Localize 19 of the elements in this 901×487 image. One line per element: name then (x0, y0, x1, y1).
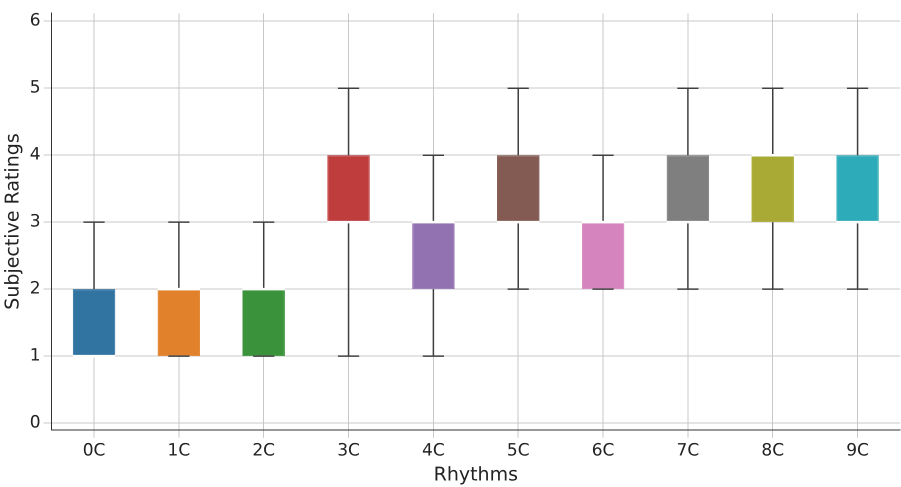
x-tick-label: 6C (592, 440, 614, 460)
y-tick-label: 2 (30, 278, 41, 299)
x-tick-label: 1C (168, 440, 190, 460)
x-tick-label: 9C (846, 440, 869, 460)
x-tick-label: 2C (252, 440, 276, 460)
x-axis-title: Rhythms (434, 464, 518, 486)
x-tick-label: 7C (676, 440, 700, 460)
y-tick-label: 1 (30, 346, 41, 366)
x-tick-label: 0C (82, 440, 106, 460)
y-tick-label: 5 (30, 78, 41, 98)
x-tick-label: 5C (506, 440, 530, 460)
y-tick-label: 6 (30, 10, 41, 31)
y-tick-label: 3 (30, 212, 41, 232)
x-tick-label: 8C (761, 440, 784, 460)
y-tick-label: 0 (30, 412, 41, 433)
y-axis-title: Subjective Ratings (1, 133, 24, 310)
y-tick-label: 4 (30, 144, 41, 165)
x-tick-label: 4C (422, 440, 445, 460)
x-tick-label: 3C (337, 440, 360, 460)
